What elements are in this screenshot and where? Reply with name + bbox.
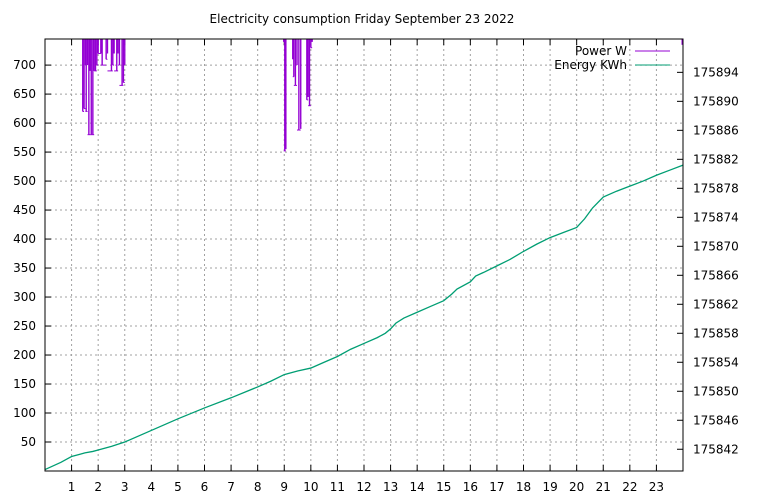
y2-tick-label: 175850 [693, 384, 739, 398]
x-tick-label: 9 [280, 480, 288, 494]
y2-tick-label: 175894 [693, 65, 739, 79]
chart-title: Electricity consumption Friday September… [210, 12, 515, 26]
x-tick-label: 17 [489, 480, 504, 494]
y-tick-label: 500 [13, 174, 36, 188]
y-tick-label: 300 [13, 290, 36, 304]
x-tick-label: 6 [201, 480, 209, 494]
power-series [82, 39, 683, 152]
y2-tick-label: 175874 [693, 210, 739, 224]
energy-line [44, 164, 684, 471]
y-tick-label: 100 [13, 406, 36, 420]
y2-tick-label: 175882 [693, 152, 739, 166]
x-tick-label: 15 [436, 480, 451, 494]
x-tick-label: 23 [649, 480, 664, 494]
x-tick-label: 14 [410, 480, 425, 494]
x-axis-tick-labels: 1 2 3 4 5 6 7 8 9 10 11 12 13 14 15 16 17 18 19 20 21 22 23 [68, 480, 664, 494]
legend-label-power: Power W [575, 44, 627, 58]
x-tick-label: 12 [356, 480, 371, 494]
y2-tick-label: 175842 [693, 442, 739, 456]
x-tick-label: 10 [303, 480, 318, 494]
y-tick-label: 700 [13, 58, 36, 72]
y-tick-label: 250 [13, 319, 36, 333]
x-tick-label: 16 [463, 480, 478, 494]
y-tick-label: 600 [13, 116, 36, 130]
y-tick-label: 650 [13, 87, 36, 101]
x-tick-label: 8 [254, 480, 262, 494]
x-tick-label: 20 [569, 480, 584, 494]
y-tick-label: 550 [13, 145, 36, 159]
y2-tick-label: 175854 [693, 355, 739, 369]
y2-tick-label: 175846 [693, 413, 739, 427]
y2-tick-label: 175862 [693, 297, 739, 311]
x-tick-label: 3 [121, 480, 129, 494]
y-tick-label: 200 [13, 348, 36, 362]
x-tick-label: 5 [174, 480, 182, 494]
x-tick-label: 13 [383, 480, 398, 494]
y-tick-label: 50 [21, 435, 36, 449]
y2-tick-label: 175866 [693, 268, 739, 282]
y2-tick-label: 175886 [693, 123, 739, 137]
y2-tick-label: 175890 [693, 94, 739, 108]
right-y-axis-tick-labels: 175842 175846 175850 175854 175858 175862 1758… [693, 65, 739, 456]
x-tick-label: 1 [68, 480, 76, 494]
x-tick-label: 18 [516, 480, 531, 494]
x-tick-label: 7 [227, 480, 235, 494]
x-tick-label: 2 [94, 480, 102, 494]
left-y-axis-tick-labels: 50 100 150 200 250 300 350 400 450 500 550 600 650 70… [13, 58, 36, 449]
x-tick-label: 4 [148, 480, 156, 494]
y2-tick-label: 175878 [693, 181, 739, 195]
y-tick-label: 350 [13, 261, 36, 275]
legend: Power W Energy KWh [554, 44, 670, 72]
x-tick-label: 21 [596, 480, 611, 494]
y-tick-label: 400 [13, 232, 36, 246]
series [44, 39, 684, 471]
x-tick-label: 22 [622, 480, 637, 494]
legend-label-energy: Energy KWh [554, 58, 627, 72]
y2-tick-label: 175858 [693, 326, 739, 340]
y-tick-label: 450 [13, 203, 36, 217]
y2-tick-label: 175870 [693, 239, 739, 253]
x-tick-label: 19 [542, 480, 557, 494]
y-tick-label: 150 [13, 377, 36, 391]
grid [45, 39, 683, 471]
x-tick-label: 11 [330, 480, 345, 494]
plot-frame [44, 38, 684, 472]
